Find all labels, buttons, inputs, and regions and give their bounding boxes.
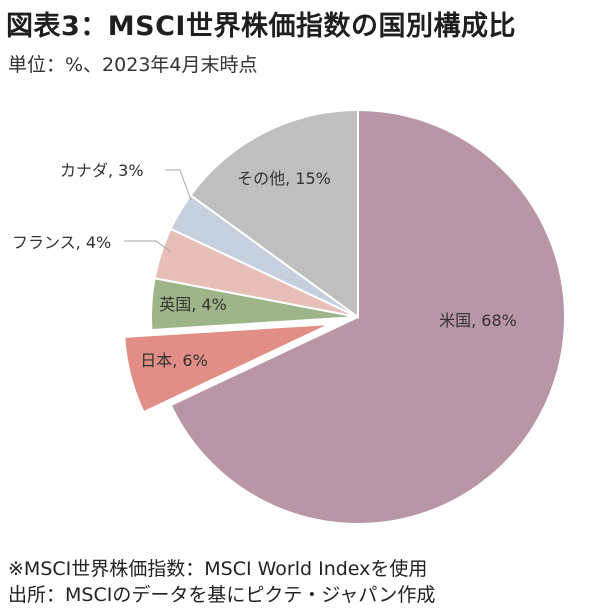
pie-slice-1 (169, 108, 566, 525)
footnote-index: ※MSCI世界株価指数：MSCI World Indexを使用 (8, 558, 428, 580)
footnote-source: 出所：MSCIのデータを基にピクテ・ジャパン作成 (8, 584, 436, 606)
chart-title: 図表3：MSCI世界株価指数の国別構成比 (6, 11, 516, 42)
leader-line-5 (165, 169, 192, 201)
chart-subtitle: 単位：%、2023年4月末時点 (8, 54, 258, 76)
slice-label-3: 英国, 4% (159, 295, 227, 314)
slice-label-6: その他, 15% (237, 169, 331, 188)
pie-slice-2 (123, 322, 332, 414)
leader-line-4 (124, 240, 172, 253)
slice-label-2: 日本, 6% (140, 351, 208, 370)
pie-slice-6 (189, 108, 359, 319)
slice-label-1: 米国, 68% (439, 311, 517, 330)
slice-label-4: フランス, 4% (12, 233, 111, 252)
slice-label-5: カナダ, 3% (60, 161, 144, 180)
